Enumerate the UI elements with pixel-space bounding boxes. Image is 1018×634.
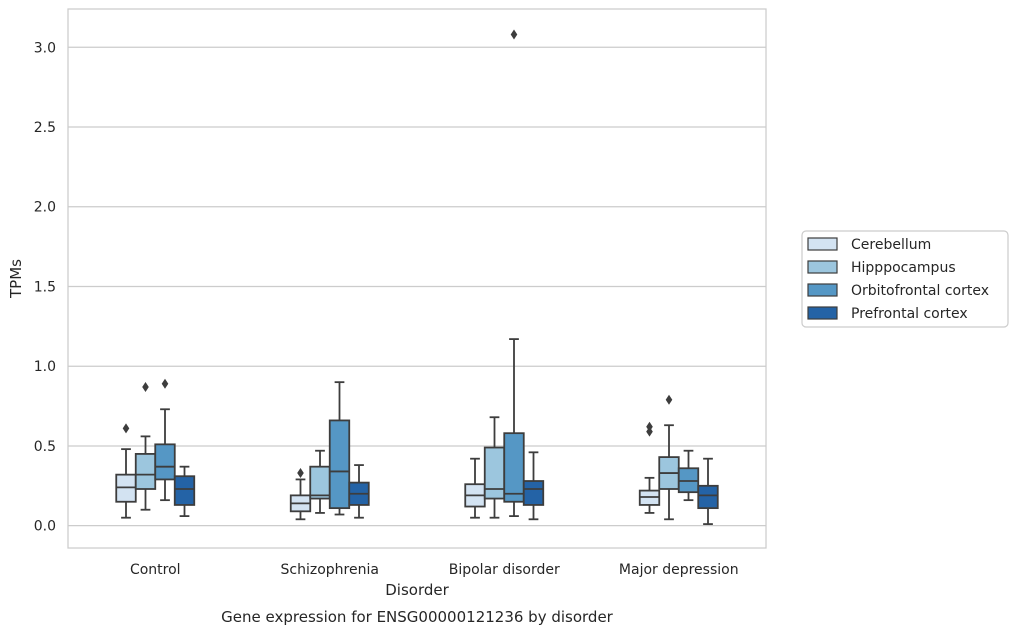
outlier-point <box>297 468 304 479</box>
outlier-point <box>161 378 169 389</box>
box-iqr <box>309 465 331 500</box>
box-iqr <box>522 480 545 506</box>
x-tick-label: Bipolar disorder <box>449 562 560 578</box>
y-axis-label: TPMs <box>7 259 25 299</box>
box-iqr <box>328 419 351 510</box>
legend-swatch <box>807 260 838 274</box>
outlier-point <box>122 423 130 434</box>
box-iqr <box>697 484 719 510</box>
box-orbitofrontal-cortex <box>503 29 525 518</box>
outlier-point <box>142 381 149 392</box>
x-axis-ticks: Control Schizophrenia Bipolar disorder Majo… <box>130 562 739 578</box>
legend-entry: Hipppocampus <box>851 260 956 276</box>
box-orbitofrontal-cortex <box>154 378 176 502</box>
box-hipppocampus <box>309 449 331 514</box>
legend-frame <box>801 230 1009 328</box>
box-cerebellum <box>464 457 486 519</box>
y-tick-label: 2.5 <box>34 120 56 136</box>
y-axis-ticks: 0.0 0.5 1.0 1.5 2.0 2.5 3.0 <box>34 40 56 534</box>
y-tick-label: 3.0 <box>34 40 56 56</box>
outlier-point <box>510 29 518 40</box>
x-axis-label: Disorder <box>385 581 449 599</box>
box-iqr <box>173 475 196 506</box>
box-prefrontal-cortex <box>697 457 719 525</box>
x-tick-label: Major depression <box>619 562 739 578</box>
chart-caption: Gene expression for ENSG00000121236 by d… <box>221 608 614 626</box>
box-iqr <box>154 443 176 481</box>
legend-entry: Cerebellum <box>851 237 931 253</box>
box-prefrontal-cortex <box>348 464 370 519</box>
plot-frame <box>67 8 767 549</box>
y-tick-label: 0.5 <box>34 439 56 455</box>
box-cerebellum <box>638 421 661 514</box>
box-orbitofrontal-cortex <box>328 381 351 516</box>
legend-swatch <box>807 237 838 251</box>
y-tick-label: 0.0 <box>34 519 56 535</box>
legend-swatch <box>807 283 838 297</box>
box-iqr <box>134 453 157 490</box>
box-plot-area <box>115 29 719 525</box>
box-hipppocampus <box>483 416 506 519</box>
y-tick-label: 2.0 <box>34 200 56 216</box>
y-tick-label: 1.0 <box>34 359 56 375</box>
y-tick-label: 1.5 <box>34 279 56 295</box>
grid-lines <box>68 46 766 527</box>
box-prefrontal-cortex <box>173 465 196 518</box>
legend-swatch <box>807 306 838 320</box>
outlier-point <box>665 394 673 405</box>
box-hipppocampus <box>658 394 680 521</box>
box-iqr <box>483 446 506 500</box>
box-orbitofrontal-cortex <box>677 449 700 502</box>
x-tick-label: Control <box>130 562 181 578</box>
box-cerebellum <box>115 423 137 519</box>
x-tick-label: Schizophrenia <box>281 562 379 578</box>
box-cerebellum <box>289 468 312 521</box>
legend: Cerebellum Hipppocampus Orbitofrontal cort… <box>801 230 1009 328</box>
box-prefrontal-cortex <box>522 451 545 521</box>
legend-entry: Prefrontal cortex <box>851 306 968 322</box>
legend-entry: Orbitofrontal cortex <box>851 283 989 299</box>
box-iqr <box>503 432 525 503</box>
outlier-point <box>646 421 653 432</box>
